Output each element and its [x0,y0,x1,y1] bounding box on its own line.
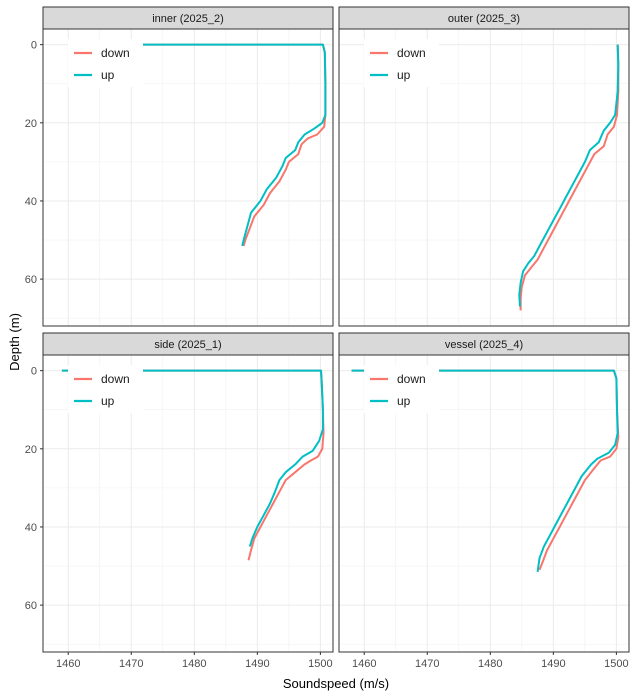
x-tick-label: 1460 [352,658,376,670]
facet-strip-label: inner (2025_2) [152,13,224,25]
x-axis-title: Soundspeed (m/s) [283,676,389,691]
facet-panel: vessel (2025_4)down up 1460 1470 1480 1490 150… [338,332,630,670]
y-tick-label: 20 [25,444,37,456]
legend-box [68,365,143,413]
y-axis-title: Depth (m) [7,313,22,371]
y-tick-label: 0 [31,366,37,378]
x-tick-label: 1460 [56,658,80,670]
legend-box [364,365,439,413]
x-tick-label: 1490 [541,658,565,670]
facet-strip-label: side (2025_1) [154,339,221,351]
x-tick-label: 1480 [182,658,206,670]
panel-border [338,28,630,327]
facet-panel: side (2025_1)down up 0 20 40 60 1460 1470 1480 14… [25,332,334,670]
facet-panel: outer (2025_3)down up [338,6,630,327]
legend-box [364,39,439,87]
y-tick-label: 40 [25,196,37,208]
series-line-up [71,43,327,247]
facet-panel: inner (2025_2)down up 0 20 40 60 [25,6,334,327]
series-line-down [519,44,620,311]
legend-label-up: up [397,68,411,82]
legend-label-up: up [397,394,411,408]
legend-box [68,39,143,87]
legend-label-down: down [101,372,130,386]
panel-border [338,354,630,653]
legend-label-up: up [101,68,115,82]
y-tick-label: 60 [25,274,37,286]
series-line-up [351,369,619,573]
legend-label-down: down [101,46,130,60]
series-line-up [518,44,620,307]
x-tick-label: 1500 [604,658,628,670]
y-tick-label: 60 [25,600,37,612]
facet-strip-label: outer (2025_3) [448,13,520,25]
x-tick-label: 1490 [245,658,269,670]
legend-label-down: down [397,46,426,60]
facet-strip-label: vessel (2025_4) [445,339,523,351]
x-tick-label: 1470 [415,658,439,670]
y-tick-label: 40 [25,522,37,534]
facet-panels: inner (2025_2)down up 0 20 40 60 outer (2025_3… [25,6,630,670]
x-tick-label: 1480 [478,658,502,670]
panel-border [42,354,334,653]
x-tick-label: 1470 [119,658,143,670]
series-line-up [61,369,324,547]
panel-border [42,28,334,327]
y-tick-label: 0 [31,40,37,52]
y-tick-label: 20 [25,118,37,130]
x-tick-label: 1500 [308,658,332,670]
legend-label-down: down [397,372,426,386]
legend-label-up: up [101,394,115,408]
